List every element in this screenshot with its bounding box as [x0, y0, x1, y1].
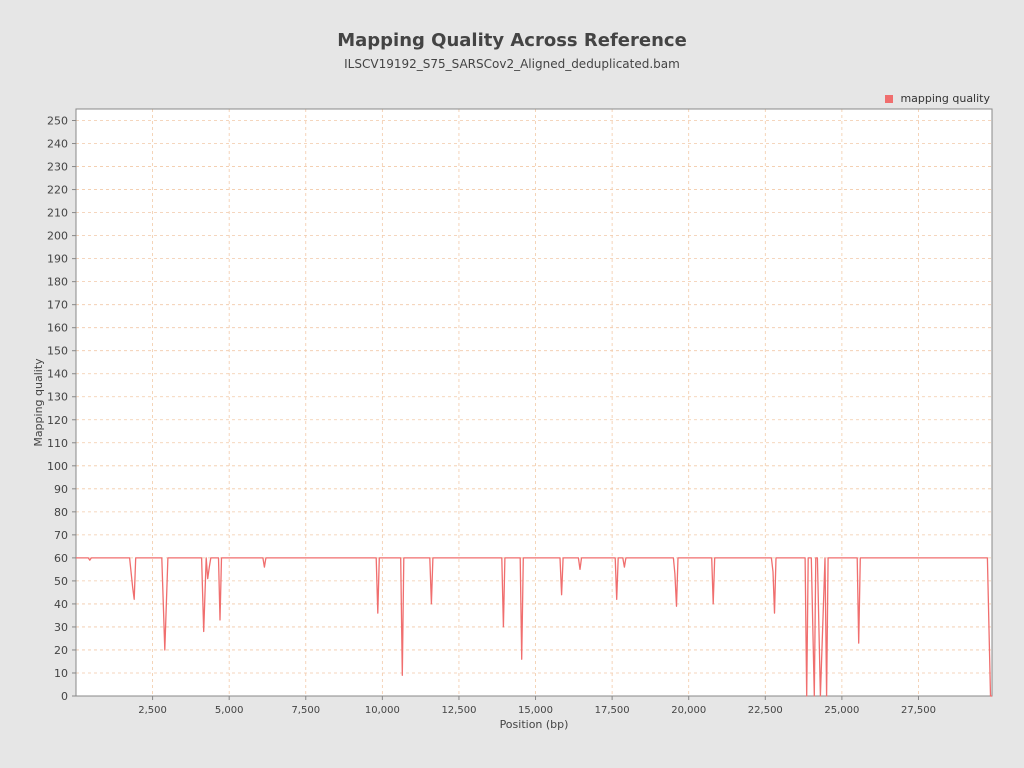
x-tick-label: 5,000 — [215, 705, 244, 716]
x-tick-label: 17,500 — [595, 705, 630, 716]
y-tick-label: 80 — [54, 506, 68, 519]
y-tick-label: 170 — [47, 299, 68, 312]
plot-border — [75, 108, 993, 697]
x-axis-label: Position (bp) — [500, 718, 569, 731]
y-tick-label: 250 — [47, 115, 68, 128]
series-line-mapping-quality — [76, 557, 992, 697]
y-tick-label: 150 — [47, 345, 68, 358]
plot-area — [76, 109, 992, 696]
legend: mapping quality — [885, 92, 990, 105]
y-tick-label: 220 — [47, 184, 68, 197]
x-tick-label: 2,500 — [138, 705, 167, 716]
y-tick-label: 90 — [54, 483, 68, 496]
y-tick-label: 40 — [54, 598, 68, 611]
y-tick-label: 140 — [47, 368, 68, 381]
y-tick-label: 70 — [54, 529, 68, 542]
y-tick-label: 130 — [47, 391, 68, 404]
y-tick-label: 190 — [47, 253, 68, 266]
y-tick-label: 210 — [47, 207, 68, 220]
x-tick-label: 25,000 — [824, 705, 859, 716]
y-tick-label: 0 — [61, 690, 68, 703]
y-axis-label: Mapping quality — [32, 358, 45, 447]
y-tick-label: 240 — [47, 138, 68, 151]
y-tick-label: 20 — [54, 644, 68, 657]
y-tick-label: 160 — [47, 322, 68, 335]
y-tick-label: 10 — [54, 667, 68, 680]
x-tick-label: 12,500 — [441, 705, 476, 716]
y-tick-label: 180 — [47, 276, 68, 289]
chart-subtitle: ILSCV19192_S75_SARSCov2_Aligned_deduplic… — [344, 57, 680, 71]
y-tick-label: 230 — [47, 161, 68, 174]
y-tick-label: 50 — [54, 575, 68, 588]
y-tick-label: 30 — [54, 621, 68, 634]
y-tick-label: 100 — [47, 460, 68, 473]
x-tick-label: 7,500 — [291, 705, 320, 716]
y-tick-label: 110 — [47, 437, 68, 450]
x-tick-label: 15,000 — [518, 705, 553, 716]
x-tick-label: 20,000 — [671, 705, 706, 716]
y-tick-label: 200 — [47, 230, 68, 243]
legend-swatch-icon — [885, 94, 894, 103]
y-tick-label: 60 — [54, 552, 68, 565]
legend-label: mapping quality — [900, 92, 990, 105]
x-tick-label: 10,000 — [365, 705, 400, 716]
x-tick-label: 27,500 — [901, 705, 936, 716]
chart-title: Mapping Quality Across Reference — [337, 30, 687, 51]
x-tick-label: 22,500 — [748, 705, 783, 716]
y-tick-label: 120 — [47, 414, 68, 427]
